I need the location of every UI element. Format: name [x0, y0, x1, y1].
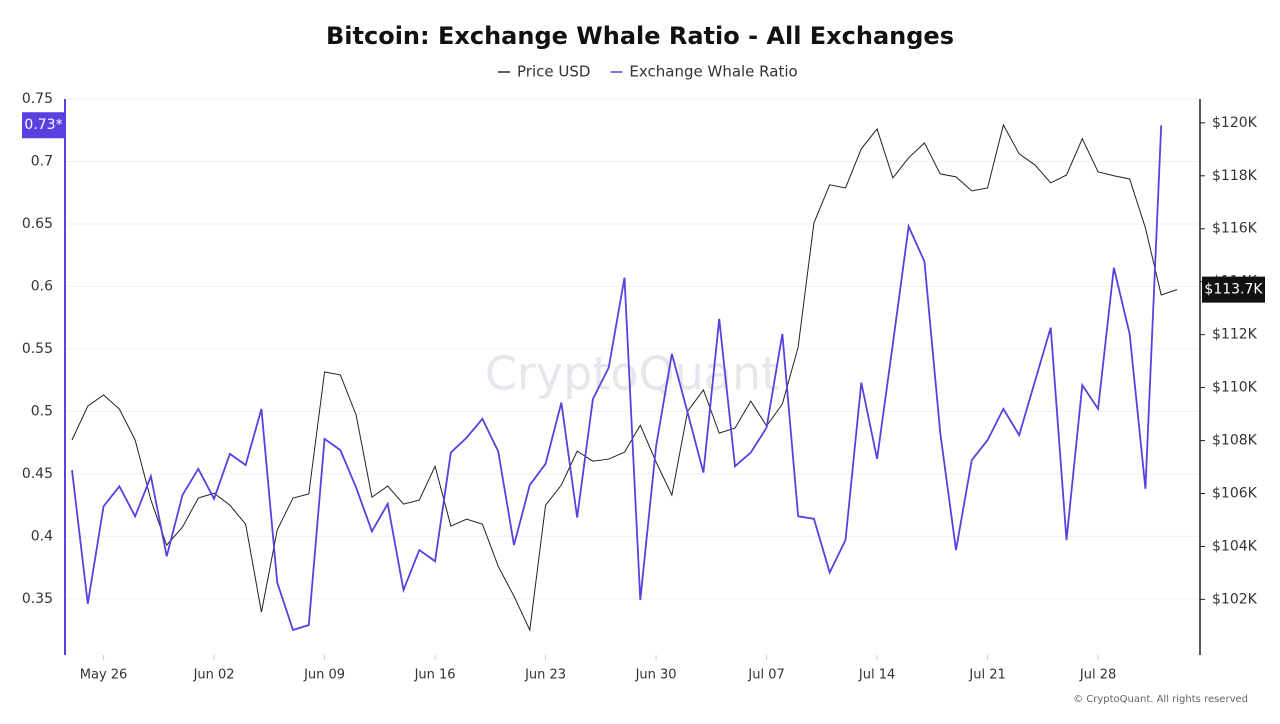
y-tick-label: 0.6: [31, 278, 53, 294]
value-label-box: [1202, 276, 1265, 303]
value-label: $113.7K: [1204, 282, 1263, 298]
y-tick-label: 0.7: [31, 153, 53, 169]
y2-tick-label: $104K: [1212, 538, 1258, 554]
legend: Price USD Exchange Whale Ratio: [498, 63, 798, 81]
y2-tick-label: $120K: [1212, 115, 1258, 131]
x-tick-label: Jul 14: [858, 668, 895, 683]
x-tick-label: Jun 09: [303, 668, 345, 683]
x-tick-label: Jun 16: [414, 668, 456, 683]
y2-tick-label: $102K: [1212, 591, 1258, 607]
x-tick-label: Jul 21: [968, 668, 1005, 683]
x-tick-label: Jun 23: [524, 668, 566, 683]
x-tick-label: May 26: [80, 668, 128, 683]
x-tick-label: Jun 02: [193, 668, 235, 683]
legend-label: Price USD: [517, 63, 590, 81]
footer: © CryptoQuant. All rights reserved: [1073, 694, 1248, 705]
y-tick-label: 0.5: [31, 403, 53, 419]
watermark: CryptoQuant: [485, 347, 779, 401]
y2-tick-label: $106K: [1212, 485, 1258, 501]
y-tick-label: 0.65: [22, 216, 53, 232]
y2-tick-label: $110K: [1212, 380, 1258, 396]
y-tick-label: 0.35: [22, 591, 53, 607]
y2-tick-label: $108K: [1212, 433, 1258, 449]
legend-label: Exchange Whale Ratio: [629, 63, 797, 81]
chart-title: Bitcoin: Exchange Whale Ratio - All Exch…: [326, 22, 954, 50]
x-tick-label: Jun 30: [635, 668, 677, 683]
value-label-box: [22, 112, 65, 139]
y-tick-label: 0.45: [22, 466, 53, 482]
y2-tick-label: $118K: [1212, 168, 1258, 184]
series-line: [71, 125, 1163, 632]
x-tick-label: Jul 07: [747, 668, 784, 683]
y2-tick-label: $112K: [1212, 327, 1258, 343]
y2-tick-label: $116K: [1212, 221, 1258, 237]
value-label: 0.73*: [24, 117, 62, 133]
y-tick-label: 0.75: [22, 91, 53, 107]
y-tick-label: 0.4: [31, 528, 53, 544]
series-line: [71, 123, 1178, 632]
y-tick-label: 0.55: [22, 341, 53, 357]
x-tick-label: Jul 28: [1079, 668, 1116, 683]
